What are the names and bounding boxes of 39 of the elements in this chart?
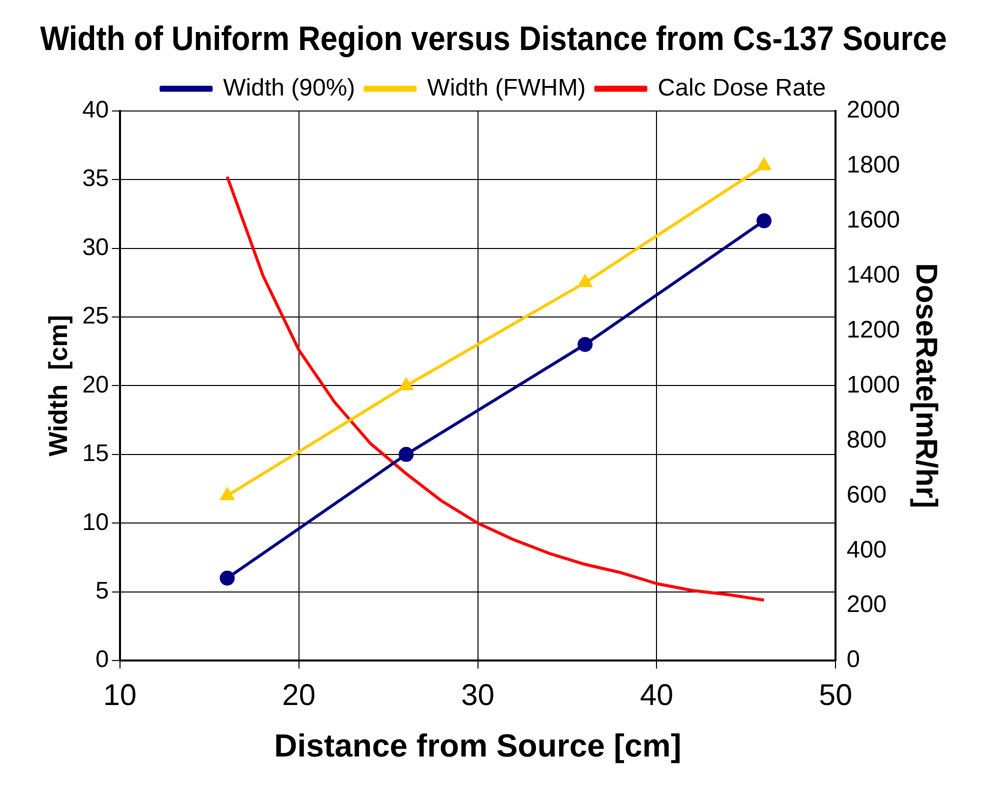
y2-axis-title: DoseRate[mR/hr] [910, 263, 943, 508]
point [398, 446, 414, 462]
y2-tick-label: 2000 [846, 96, 900, 124]
y2-tick-label: 0 [846, 646, 860, 674]
y-tick-label: 30 [82, 234, 109, 261]
y2-tick-label: 600 [846, 481, 887, 508]
point [220, 570, 235, 586]
y2-tick-label: 1800 [846, 151, 900, 178]
y-tick-label: 0 [96, 646, 109, 674]
point [220, 488, 234, 500]
legend-label: Width (FWHM) [427, 74, 586, 102]
y2-tick-label: 1000 [846, 371, 900, 398]
y-tick-label: 40 [82, 96, 109, 124]
y2-tick-label: 1600 [846, 206, 900, 234]
y2-tick-label: 400 [846, 536, 887, 564]
y-tick-label: 15 [82, 440, 109, 468]
y-axis-title: Width [cm] [42, 315, 73, 456]
x-tick-label: 40 [640, 678, 674, 712]
y-tick-label: 5 [96, 578, 109, 604]
point [578, 336, 593, 352]
y-tick-label: 35 [82, 165, 109, 192]
legend-label: Width (90%) [223, 74, 356, 102]
x-axis-title: Distance from Source [cm] [274, 728, 682, 764]
point [578, 275, 592, 288]
x-tick-label: 20 [282, 678, 316, 712]
y-tick-label: 25 [82, 302, 109, 330]
y-tick-label: 10 [82, 508, 109, 536]
chart-title: Width of Uniform Region versus Distance from Cs-137 Source [40, 19, 947, 58]
x-tick-label: 30 [461, 678, 494, 712]
y-tick-label: 20 [82, 371, 109, 398]
y2-tick-label: 1400 [846, 261, 900, 288]
y2-tick-label: 800 [846, 426, 887, 454]
point [757, 158, 771, 170]
point [756, 213, 772, 228]
x-tick-label: 50 [818, 678, 852, 712]
y2-tick-label: 1200 [846, 316, 900, 344]
legend-label: Calc Dose Rate [658, 74, 826, 102]
point [399, 378, 413, 390]
y2-tick-label: 200 [846, 591, 887, 618]
